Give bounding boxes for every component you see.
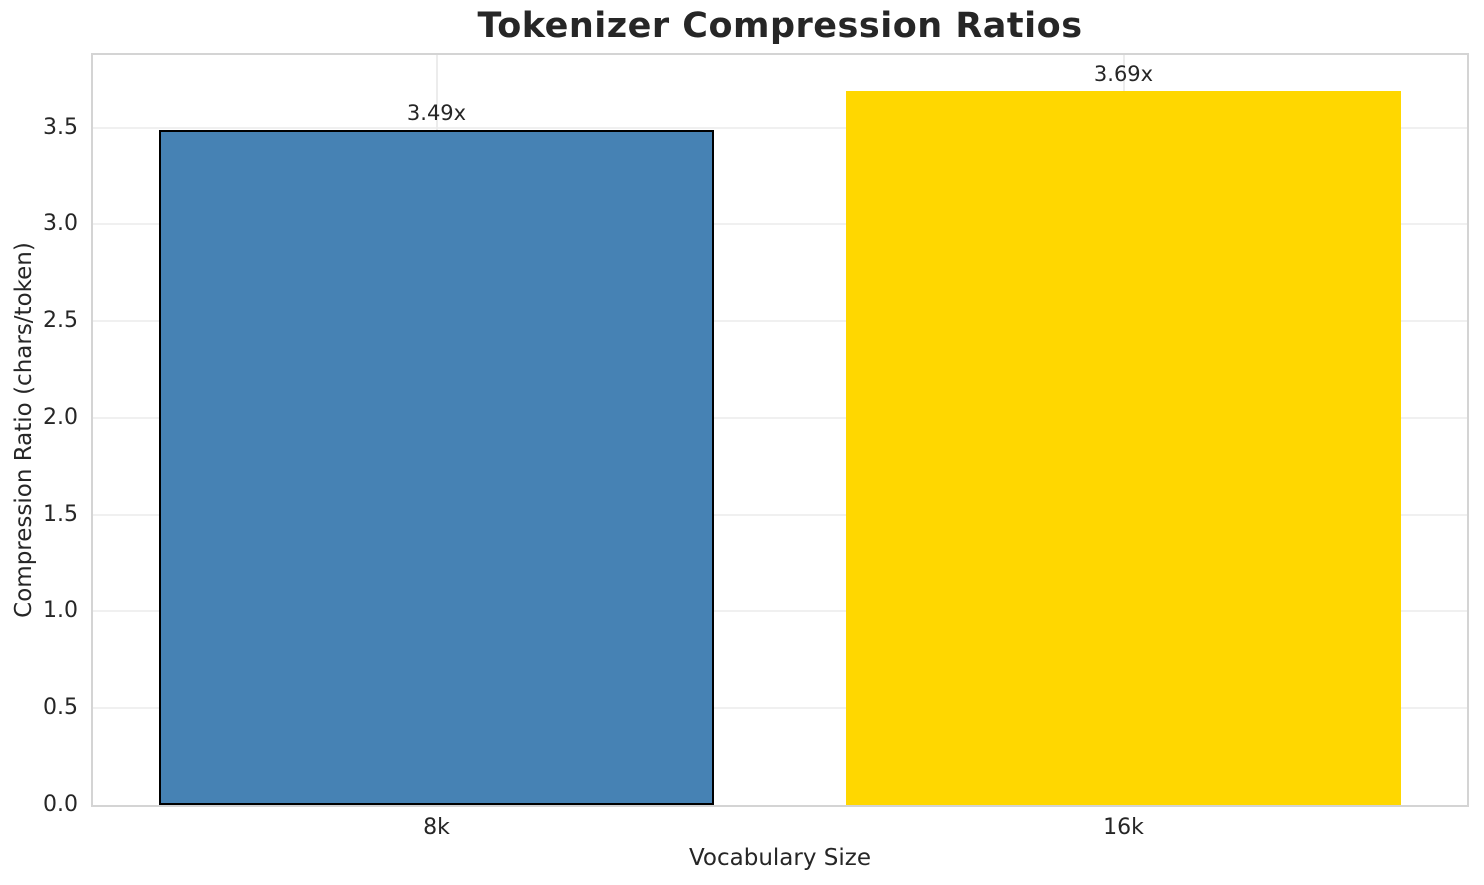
bar-value-label: 3.49x xyxy=(406,100,467,125)
bar-value-label: 3.69x xyxy=(1093,61,1154,86)
bar-16k xyxy=(845,90,1402,805)
plot-area xyxy=(91,53,1469,807)
x-tick-label: 8k xyxy=(423,815,450,840)
y-gridline xyxy=(93,707,1467,710)
y-tick-label: 3.0 xyxy=(43,211,78,237)
y-gridline xyxy=(93,513,1467,516)
y-tick-label: 3.5 xyxy=(43,114,78,140)
y-gridline xyxy=(93,126,1467,129)
y-gridline xyxy=(93,416,1467,419)
y-tick-label: 2.0 xyxy=(43,404,78,430)
y-tick-label: 2.5 xyxy=(43,308,78,334)
y-tick-label: 1.0 xyxy=(43,598,78,624)
x-tick-label: 16k xyxy=(1103,815,1144,840)
y-tick-label: 1.5 xyxy=(43,501,78,527)
bar-8k xyxy=(158,129,715,805)
y-gridline xyxy=(93,320,1467,323)
chart-title: Tokenizer Compression Ratios xyxy=(477,6,1083,46)
y-tick-label: 0.0 xyxy=(43,792,78,817)
y-gridline xyxy=(93,223,1467,226)
x-axis-label: Vocabulary Size xyxy=(688,845,871,871)
y-gridline xyxy=(93,610,1467,613)
y-tick-label: 0.5 xyxy=(43,695,78,721)
